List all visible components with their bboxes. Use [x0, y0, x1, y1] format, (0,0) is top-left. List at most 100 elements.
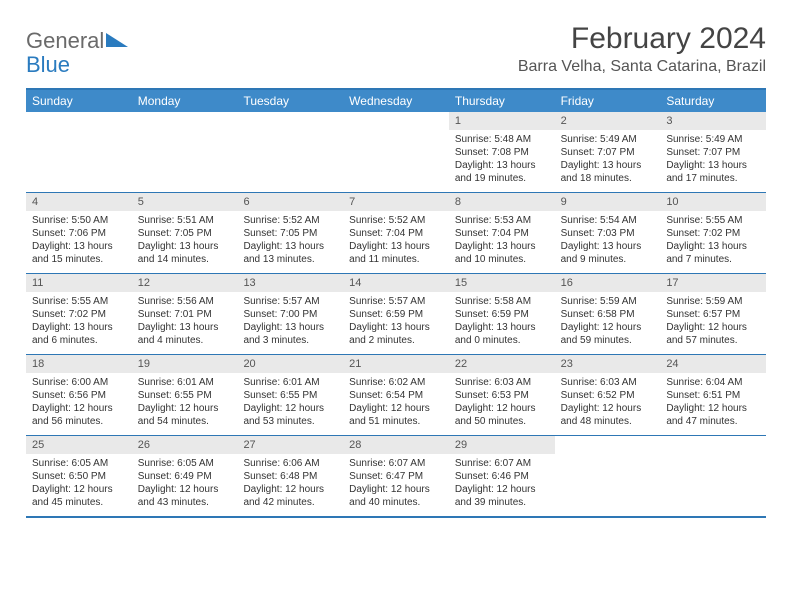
sunrise-text: Sunrise: 5:51 AM: [138, 214, 232, 227]
day-number: 4: [26, 193, 132, 211]
day-number: 8: [449, 193, 555, 211]
daylight-text: Daylight: 13 hours and 10 minutes.: [455, 240, 549, 266]
sunrise-text: Sunrise: 6:07 AM: [455, 457, 549, 470]
day-number: 9: [555, 193, 661, 211]
title-block: February 2024 Barra Velha, Santa Catarin…: [518, 22, 766, 76]
day-body: Sunrise: 5:50 AMSunset: 7:06 PMDaylight:…: [26, 211, 132, 271]
week-row: 11Sunrise: 5:55 AMSunset: 7:02 PMDayligh…: [26, 274, 766, 355]
sunset-text: Sunset: 7:02 PM: [32, 308, 126, 321]
day-header-mon: Monday: [132, 90, 238, 112]
day-cell: 10Sunrise: 5:55 AMSunset: 7:02 PMDayligh…: [660, 193, 766, 273]
sunset-text: Sunset: 6:56 PM: [32, 389, 126, 402]
daylight-text: Daylight: 12 hours and 48 minutes.: [561, 402, 655, 428]
day-number: 1: [449, 112, 555, 130]
day-header-row: Sunday Monday Tuesday Wednesday Thursday…: [26, 90, 766, 112]
day-number: 24: [660, 355, 766, 373]
sunrise-text: Sunrise: 5:54 AM: [561, 214, 655, 227]
day-number: 6: [237, 193, 343, 211]
day-number: 20: [237, 355, 343, 373]
daylight-text: Daylight: 13 hours and 2 minutes.: [349, 321, 443, 347]
sunset-text: Sunset: 7:00 PM: [243, 308, 337, 321]
sunrise-text: Sunrise: 6:05 AM: [32, 457, 126, 470]
day-number: 25: [26, 436, 132, 454]
day-cell: 19Sunrise: 6:01 AMSunset: 6:55 PMDayligh…: [132, 355, 238, 435]
week-row: 18Sunrise: 6:00 AMSunset: 6:56 PMDayligh…: [26, 355, 766, 436]
daylight-text: Daylight: 12 hours and 45 minutes.: [32, 483, 126, 509]
week-row: 25Sunrise: 6:05 AMSunset: 6:50 PMDayligh…: [26, 436, 766, 518]
day-cell: [555, 436, 661, 516]
month-title: February 2024: [518, 22, 766, 56]
logo-text-blue: Blue: [26, 52, 70, 78]
day-cell: 9Sunrise: 5:54 AMSunset: 7:03 PMDaylight…: [555, 193, 661, 273]
day-body: Sunrise: 5:56 AMSunset: 7:01 PMDaylight:…: [132, 292, 238, 352]
day-cell: 22Sunrise: 6:03 AMSunset: 6:53 PMDayligh…: [449, 355, 555, 435]
day-cell: 29Sunrise: 6:07 AMSunset: 6:46 PMDayligh…: [449, 436, 555, 516]
header: General February 2024 Barra Velha, Santa…: [26, 22, 766, 76]
location: Barra Velha, Santa Catarina, Brazil: [518, 58, 766, 76]
day-cell: 5Sunrise: 5:51 AMSunset: 7:05 PMDaylight…: [132, 193, 238, 273]
sunset-text: Sunset: 6:59 PM: [455, 308, 549, 321]
day-cell: 14Sunrise: 5:57 AMSunset: 6:59 PMDayligh…: [343, 274, 449, 354]
day-number: 14: [343, 274, 449, 292]
day-number: 18: [26, 355, 132, 373]
day-number: 10: [660, 193, 766, 211]
logo-text-general: General: [26, 28, 104, 54]
day-body: Sunrise: 5:57 AMSunset: 7:00 PMDaylight:…: [237, 292, 343, 352]
sunrise-text: Sunrise: 5:52 AM: [243, 214, 337, 227]
daylight-text: Daylight: 13 hours and 13 minutes.: [243, 240, 337, 266]
sunset-text: Sunset: 7:07 PM: [666, 146, 760, 159]
day-number: 21: [343, 355, 449, 373]
day-header-tue: Tuesday: [237, 90, 343, 112]
day-cell: 17Sunrise: 5:59 AMSunset: 6:57 PMDayligh…: [660, 274, 766, 354]
day-body: Sunrise: 6:04 AMSunset: 6:51 PMDaylight:…: [660, 373, 766, 433]
sunrise-text: Sunrise: 6:03 AM: [561, 376, 655, 389]
daylight-text: Daylight: 12 hours and 51 minutes.: [349, 402, 443, 428]
sunrise-text: Sunrise: 5:52 AM: [349, 214, 443, 227]
day-number: 22: [449, 355, 555, 373]
week-row: 1Sunrise: 5:48 AMSunset: 7:08 PMDaylight…: [26, 112, 766, 193]
sunrise-text: Sunrise: 5:59 AM: [561, 295, 655, 308]
day-cell: 2Sunrise: 5:49 AMSunset: 7:07 PMDaylight…: [555, 112, 661, 192]
day-number: 2: [555, 112, 661, 130]
sunrise-text: Sunrise: 5:48 AM: [455, 133, 549, 146]
day-cell: [343, 112, 449, 192]
daylight-text: Daylight: 13 hours and 18 minutes.: [561, 159, 655, 185]
daylight-text: Daylight: 12 hours and 57 minutes.: [666, 321, 760, 347]
day-body: Sunrise: 5:48 AMSunset: 7:08 PMDaylight:…: [449, 130, 555, 190]
day-body: Sunrise: 5:58 AMSunset: 6:59 PMDaylight:…: [449, 292, 555, 352]
daylight-text: Daylight: 12 hours and 43 minutes.: [138, 483, 232, 509]
daylight-text: Daylight: 13 hours and 3 minutes.: [243, 321, 337, 347]
day-header-sat: Saturday: [660, 90, 766, 112]
sunrise-text: Sunrise: 5:56 AM: [138, 295, 232, 308]
sunrise-text: Sunrise: 5:53 AM: [455, 214, 549, 227]
day-cell: [237, 112, 343, 192]
day-cell: 20Sunrise: 6:01 AMSunset: 6:55 PMDayligh…: [237, 355, 343, 435]
day-body: Sunrise: 6:03 AMSunset: 6:52 PMDaylight:…: [555, 373, 661, 433]
calendar: Sunday Monday Tuesday Wednesday Thursday…: [26, 88, 766, 518]
sunset-text: Sunset: 6:53 PM: [455, 389, 549, 402]
day-number: 28: [343, 436, 449, 454]
day-cell: 25Sunrise: 6:05 AMSunset: 6:50 PMDayligh…: [26, 436, 132, 516]
daylight-text: Daylight: 12 hours and 39 minutes.: [455, 483, 549, 509]
logo-sail-icon: [106, 33, 128, 47]
day-body: Sunrise: 5:57 AMSunset: 6:59 PMDaylight:…: [343, 292, 449, 352]
day-body: Sunrise: 6:07 AMSunset: 6:47 PMDaylight:…: [343, 454, 449, 514]
day-body: Sunrise: 5:55 AMSunset: 7:02 PMDaylight:…: [26, 292, 132, 352]
daylight-text: Daylight: 12 hours and 47 minutes.: [666, 402, 760, 428]
day-cell: [660, 436, 766, 516]
daylight-text: Daylight: 13 hours and 4 minutes.: [138, 321, 232, 347]
day-body: Sunrise: 5:59 AMSunset: 6:58 PMDaylight:…: [555, 292, 661, 352]
daylight-text: Daylight: 13 hours and 6 minutes.: [32, 321, 126, 347]
daylight-text: Daylight: 13 hours and 14 minutes.: [138, 240, 232, 266]
sunrise-text: Sunrise: 5:49 AM: [561, 133, 655, 146]
daylight-text: Daylight: 12 hours and 40 minutes.: [349, 483, 443, 509]
day-number: 17: [660, 274, 766, 292]
day-body: Sunrise: 6:07 AMSunset: 6:46 PMDaylight:…: [449, 454, 555, 514]
sunset-text: Sunset: 7:03 PM: [561, 227, 655, 240]
sunrise-text: Sunrise: 5:57 AM: [243, 295, 337, 308]
daylight-text: Daylight: 13 hours and 15 minutes.: [32, 240, 126, 266]
day-number: [26, 112, 132, 116]
sunrise-text: Sunrise: 6:07 AM: [349, 457, 443, 470]
sunrise-text: Sunrise: 5:55 AM: [32, 295, 126, 308]
daylight-text: Daylight: 13 hours and 0 minutes.: [455, 321, 549, 347]
